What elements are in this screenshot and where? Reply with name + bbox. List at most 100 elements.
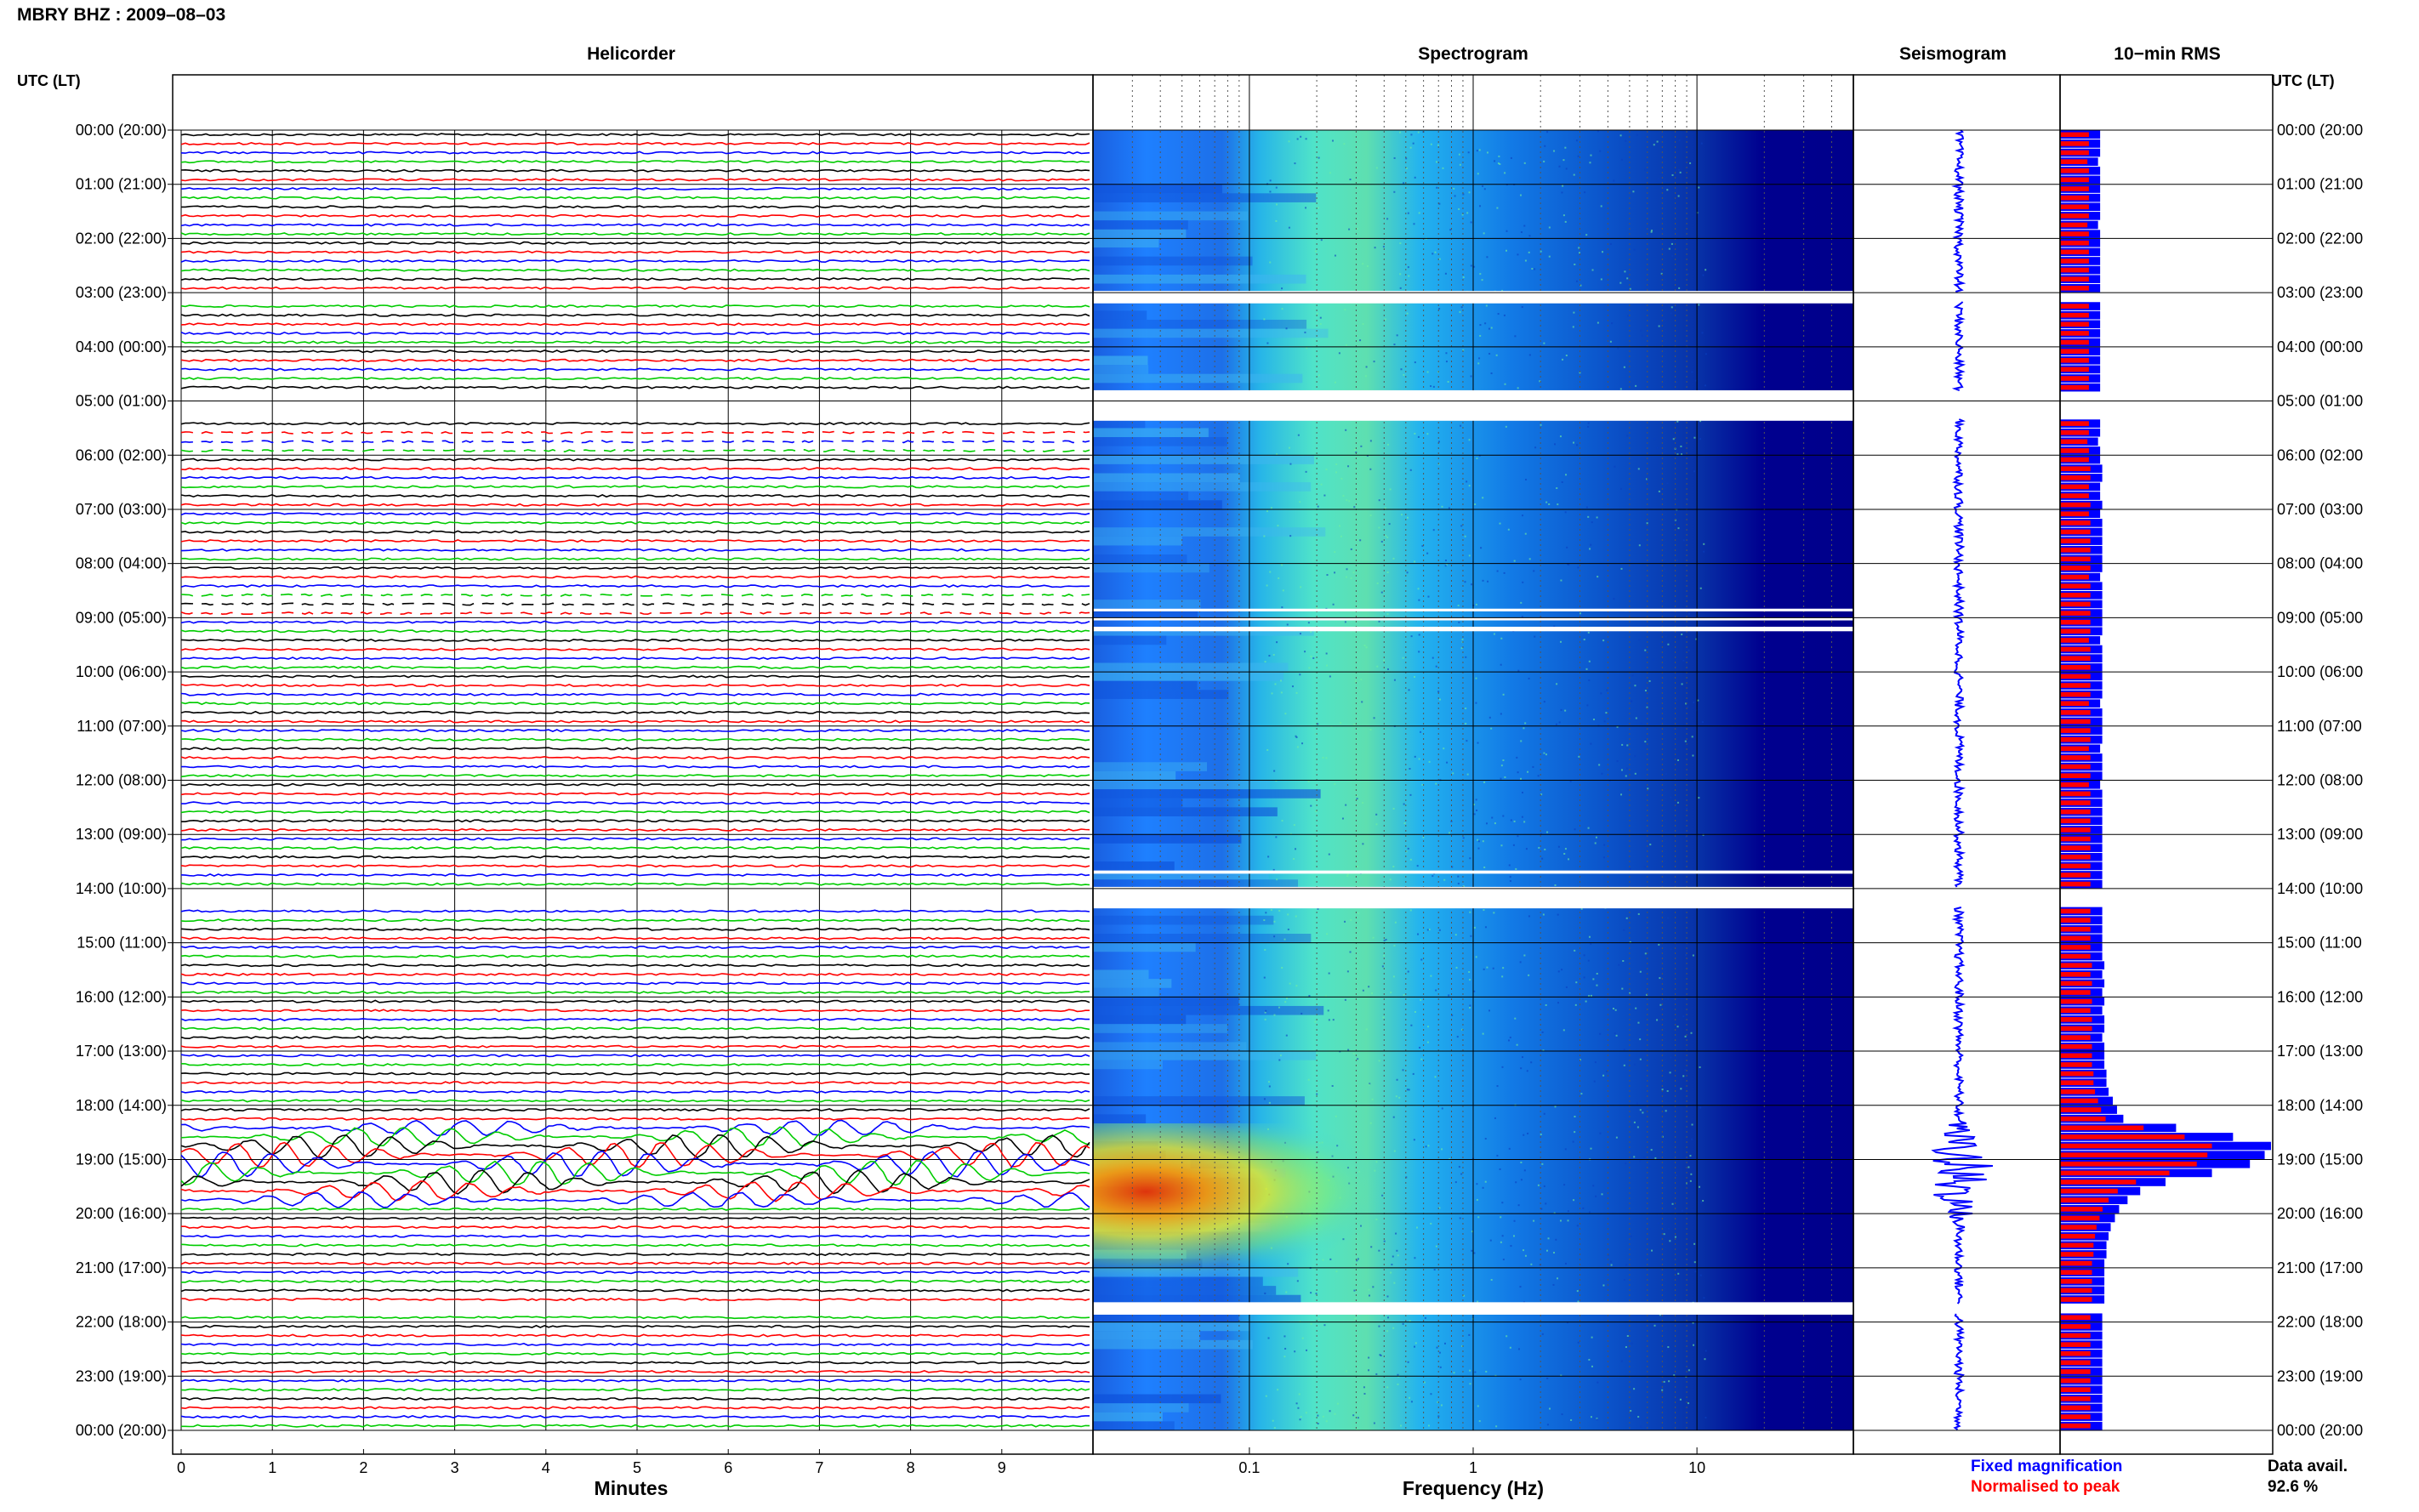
spectrogram-speckle — [1386, 613, 1389, 616]
time-label-right: 13:00 (09:00 — [2277, 826, 2363, 843]
rms-bar-normalised — [2060, 339, 2089, 345]
helicorder-trace — [180, 350, 1090, 354]
spectrogram-row — [1093, 563, 1210, 573]
helicorder-trace — [180, 1270, 1090, 1275]
spectrogram-speckle — [1263, 1098, 1266, 1100]
spectrogram-speckle — [1693, 470, 1695, 473]
time-label-left: 19:00 (15:00) — [76, 1151, 167, 1168]
spectrogram-row — [1093, 834, 1242, 844]
spectrogram-speckle — [1352, 1414, 1355, 1417]
spectrogram-speckle — [1357, 1058, 1359, 1060]
helicorder-trace — [180, 882, 1090, 886]
spectrogram-speckle — [1562, 185, 1564, 187]
spectrogram-row — [1093, 491, 1189, 501]
spectrogram-speckle — [1486, 966, 1488, 969]
spectrogram-speckle — [1564, 848, 1567, 850]
time-label-left: 00:00 (20:00) — [76, 122, 167, 139]
spectrogram-speckle — [1703, 1297, 1705, 1299]
spectrogram-speckle — [1528, 558, 1531, 560]
spectrogram-speckle — [1363, 1392, 1366, 1395]
spectrogram-speckle — [1315, 733, 1318, 736]
spectrogram-speckle — [1430, 975, 1432, 977]
spectrogram-speckle — [1589, 548, 1591, 550]
spectrogram-speckle — [1691, 371, 1693, 373]
spectrogram-speckle — [1368, 1369, 1370, 1372]
spectrogram-speckle — [1335, 471, 1338, 474]
rms-bar-normalised — [2060, 1396, 2091, 1401]
spectrogram-speckle — [1431, 253, 1434, 255]
spectrogram-speckle — [1522, 792, 1524, 794]
spectrogram-speckle — [1322, 756, 1324, 759]
spectrogram-speckle — [1560, 579, 1562, 582]
spectrogram-speckle — [1460, 306, 1463, 309]
spectrogram-speckle — [1705, 1350, 1707, 1352]
spectrogram-speckle — [1559, 640, 1562, 643]
spectrogram-speckle — [1616, 760, 1619, 763]
spectrogram-speckle — [1684, 1035, 1687, 1037]
spectrogram-speckle — [1315, 810, 1318, 813]
spectrogram-speckle — [1665, 635, 1667, 638]
spectrogram-speckle — [1410, 134, 1413, 136]
spectrogram-speckle — [1695, 379, 1698, 382]
spectrogram-speckle — [1596, 972, 1598, 975]
spectrogram-speckle — [1624, 270, 1626, 273]
spectrogram-speckle — [1380, 591, 1383, 594]
spectrogram-speckle — [1407, 847, 1409, 850]
spectrogram-speckle — [1278, 1059, 1281, 1061]
rms-bar-normalised — [2060, 710, 2091, 715]
rms-bar-normalised — [2060, 1233, 2096, 1239]
spectrogram-speckle — [1583, 639, 1585, 641]
spectrogram-speckle — [1557, 970, 1560, 973]
spectrogram-speckle — [1263, 976, 1266, 979]
spectrogram-speckle — [1620, 158, 1623, 161]
spectrogram-speckle — [1698, 1185, 1700, 1188]
rms-bar-normalised — [2060, 1143, 2212, 1149]
spectrogram-speckle — [1329, 675, 1331, 678]
spectrogram-speckle — [1703, 550, 1705, 553]
rms-bar-normalised — [2060, 791, 2091, 797]
spectrogram-speckle — [1372, 936, 1375, 939]
helicorder-trace — [180, 981, 1090, 986]
helicorder-trace — [180, 1234, 1090, 1238]
helicorder-trace — [180, 1298, 1090, 1302]
rms-bar-normalised — [2060, 926, 2091, 932]
rms-bar-normalised — [2060, 1152, 2208, 1157]
spectrogram-speckle — [1646, 622, 1648, 624]
spectrogram-row — [1093, 1286, 1277, 1295]
spectrogram-speckle — [1699, 587, 1702, 589]
spectrogram-row — [1093, 355, 1148, 366]
spectrogram-speckle — [1285, 997, 1288, 999]
time-label-right: 15:00 (11:00 — [2277, 935, 2362, 952]
rms-bar-normalised — [2060, 827, 2091, 833]
spectrogram-speckle — [1335, 1115, 1337, 1117]
spectrogram-speckle — [1403, 994, 1405, 997]
spectrogram-speckle — [1640, 1425, 1642, 1428]
spectrogram-speckle — [1402, 657, 1404, 659]
spectrogram-speckle — [1537, 775, 1540, 777]
spectrogram-speckle — [1519, 1286, 1522, 1288]
spectrogram-speckle — [1620, 487, 1623, 490]
spectrogram-speckle — [1263, 318, 1266, 321]
spectrogram-speckle — [1430, 385, 1432, 388]
spectrogram-speckle — [1639, 970, 1642, 973]
spectrogram-speckle — [1409, 146, 1412, 149]
spectrogram-speckle — [1352, 571, 1355, 574]
spectrogram-speckle — [1432, 529, 1435, 531]
spectrogram-speckle — [1656, 1019, 1659, 1021]
spectrogram-speckle — [1677, 168, 1680, 171]
spectrogram-speckle — [1659, 242, 1662, 244]
spectrogram-speckle — [1561, 191, 1563, 194]
spectrogram-speckle — [1378, 499, 1380, 502]
spectrogram-speckle — [1562, 1029, 1565, 1032]
spectrogram-speckle — [1557, 1277, 1559, 1280]
rms-bar-normalised — [2060, 638, 2089, 643]
spectrogram-speckle — [1372, 1286, 1375, 1288]
spectrogram-speckle — [1502, 815, 1505, 817]
spectrogram-speckle — [1486, 256, 1488, 259]
spectrogram-speckle — [1440, 1404, 1443, 1407]
spectrogram-speckle — [1299, 674, 1301, 676]
spectrogram-speckle — [1676, 1174, 1678, 1177]
spectrogram-speckle — [1414, 1010, 1416, 1013]
spectrogram-speckle — [1473, 804, 1476, 806]
spectrogram-speckle — [1410, 1024, 1413, 1026]
